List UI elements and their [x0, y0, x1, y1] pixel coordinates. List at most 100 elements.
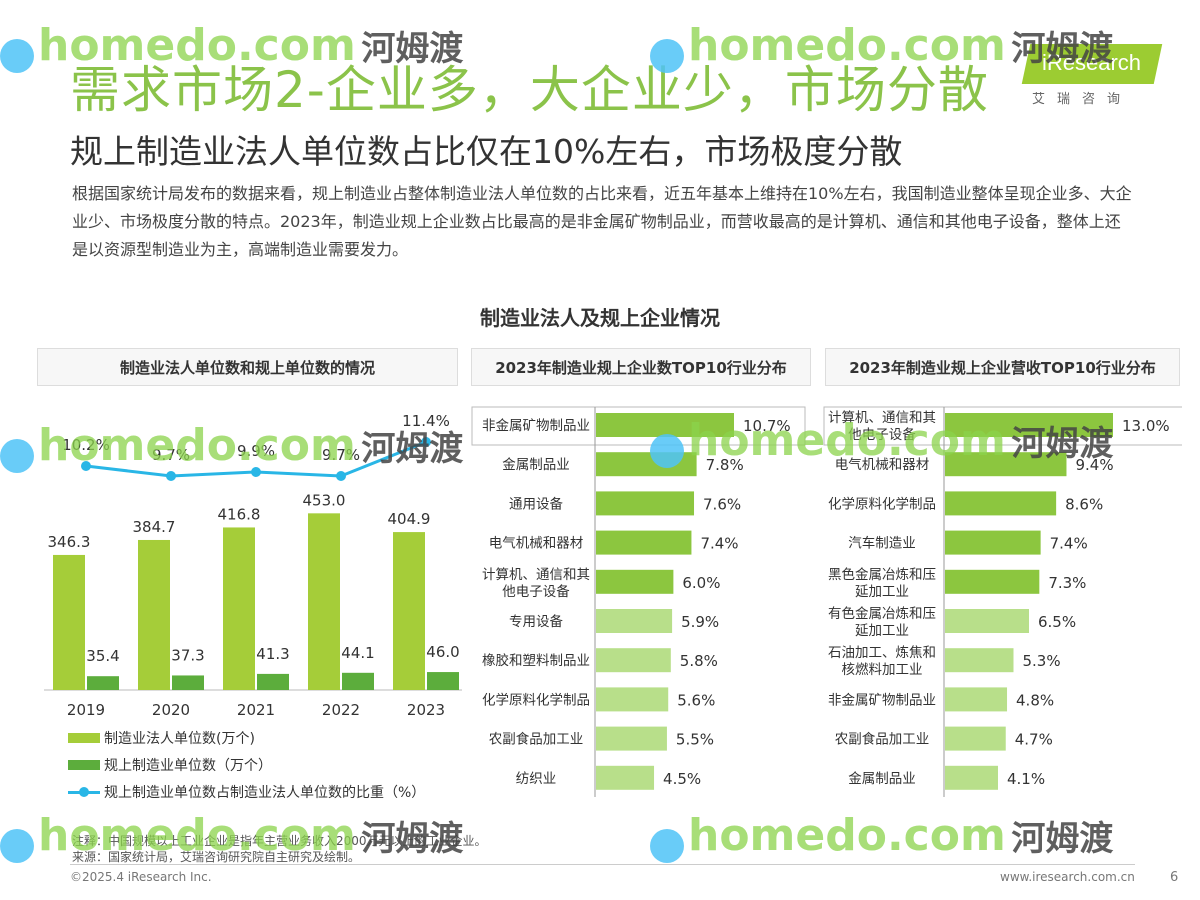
footer-divider: [70, 864, 1135, 865]
hbar: [945, 726, 1006, 751]
hbar-category-label: 延加工业: [855, 584, 909, 600]
legend-label: 制造业法人单位数(万个): [104, 731, 255, 747]
ratio-label: 9.9%: [237, 442, 275, 460]
ratio-label: 9.7%: [322, 446, 360, 464]
hbar: [596, 726, 667, 751]
logo-cn-text: 艾瑞咨询: [1032, 92, 1133, 107]
bar-above-scale-units: [427, 672, 459, 690]
ratio-label: 9.7%: [152, 446, 190, 464]
hbar: [596, 530, 692, 555]
hbar: [596, 452, 697, 477]
hbar-chart-count: 10.7% 非金属矿物制品业 7.8% 金属制品业 7.6% 通用设备 7.4% 电气机械和器…: [471, 406, 806, 797]
hbar-category-label: 有色金属冶炼和压: [828, 605, 936, 622]
bar-label-legal-units: 404.9: [388, 510, 431, 528]
legend-item-legal-units: 制造业法人单位数(万个): [68, 728, 255, 748]
flower-icon: [650, 828, 684, 863]
hbar-value-label: 10.7%: [743, 417, 791, 435]
highlight-box: [471, 406, 806, 446]
legend-swatch-dark: [68, 760, 100, 770]
hbar: [945, 609, 1029, 633]
ratio-point: [336, 471, 346, 481]
logo-brand-text: iResearch: [1042, 50, 1142, 75]
hbar: [945, 413, 1113, 437]
ratio-point: [421, 437, 431, 447]
bar-label-above-scale-units: 35.4: [86, 647, 119, 665]
legend-item-ratio: 规上制造业单位数占制造业法人单位数的比重（%）: [68, 782, 425, 802]
bar-legal-units: [223, 527, 255, 690]
page-subtitle: 规上制造业法人单位数占比仅在10%左右，市场极度分散: [70, 132, 903, 171]
legend-swatch-light: [68, 733, 100, 743]
hbar-value-label: 4.1%: [1007, 770, 1045, 788]
section-title: 制造业法人及规上企业情况: [480, 306, 720, 330]
flower-icon: [0, 828, 34, 863]
legend-label: 规上制造业单位数占制造业法人单位数的比重（%）: [104, 785, 426, 801]
ratio-label: 11.4%: [402, 412, 450, 430]
bar-above-scale-units: [342, 672, 374, 690]
hbar: [596, 687, 669, 712]
hbar-category-label: 农副食品加工业: [835, 731, 930, 748]
bar-above-scale-units: [87, 676, 119, 690]
hbar-category-label: 电气机械和器材: [835, 457, 930, 473]
bar-above-scale-units: [172, 675, 204, 690]
hbar-category-label: 非金属矿物制品业: [482, 418, 590, 434]
flower-icon: [0, 38, 34, 73]
middle-panel-title: 2023年制造业规上企业数TOP10行业分布: [471, 348, 811, 386]
note-text: 注释：中国规模以上工业企业是指年主营业务收入2000万元以上的工业企业。: [72, 834, 487, 848]
hbar-category-label: 延加工业: [855, 623, 909, 639]
hbar: [596, 648, 671, 673]
hbar-value-label: 6.0%: [682, 574, 720, 592]
hbar-value-label: 7.6%: [703, 495, 741, 513]
x-tick-label: 2023: [407, 701, 445, 719]
hbar-value-label: 5.8%: [680, 652, 718, 670]
hbar-category-label: 化学原料化学制品: [482, 692, 590, 708]
right-panel-title: 2023年制造业规上企业营收TOP10行业分布: [825, 348, 1180, 386]
bar-above-scale-units: [257, 673, 289, 690]
hbar: [945, 687, 1008, 712]
hbar-chart-revenue: 13.0% 计算机、通信和其他电子设备 9.4% 电气机械和器材 8.6% 化学原料化学制…: [823, 406, 1182, 797]
hbar-category-label: 黑色金属冶炼和压: [828, 566, 936, 583]
hbar-category-label: 非金属矿物制品业: [828, 692, 936, 708]
hbar-category-label: 电气机械和器材: [489, 536, 584, 552]
hbar-category-label: 专用设备: [509, 613, 563, 630]
hbar: [596, 765, 655, 790]
hbar-value-label: 9.4%: [1075, 456, 1113, 474]
hbar: [596, 609, 673, 633]
footer-website: www.iresearch.com.cn: [1000, 870, 1135, 884]
bar-legal-units: [308, 513, 340, 690]
left-panel-title: 制造业法人单位数和规上单位数的情况: [37, 348, 458, 386]
hbar: [945, 530, 1041, 555]
hbar-category-label: 金属制品业: [848, 771, 916, 787]
hbar-category-label: 石油加工、炼焦和: [828, 645, 936, 661]
hbar-value-label: 5.9%: [681, 613, 719, 631]
bar-label-legal-units: 416.8: [218, 505, 261, 523]
iresearch-logo: iResearch 艾瑞咨询: [1021, 40, 1163, 108]
x-tick-label: 2021: [237, 701, 275, 719]
hbar-value-label: 4.7%: [1015, 731, 1053, 749]
combo-chart: 346.3 35.4 2019 384.7 37.3 2020 416.8 41.3 2021 4…: [44, 412, 462, 719]
hbar-category-label: 金属制品业: [502, 457, 570, 473]
watermark: homedo.com 河姆渡: [650, 810, 1113, 863]
hbar-value-label: 13.0%: [1122, 417, 1170, 435]
hbar-value-label: 7.8%: [706, 456, 744, 474]
ratio-point: [81, 461, 91, 471]
bar-label-above-scale-units: 41.3: [256, 645, 289, 663]
hbar: [945, 648, 1014, 673]
hbar-value-label: 5.3%: [1022, 652, 1060, 670]
ratio-label: 10.2%: [62, 436, 110, 454]
x-tick-label: 2020: [152, 701, 190, 719]
hbar-value-label: 7.3%: [1048, 574, 1086, 592]
description-paragraph: 根据国家统计局发布的数据来看，规上制造业占整体制造业法人单位数的占比来看，近五年…: [72, 184, 1132, 259]
legend-item-above-scale: 规上制造业单位数（万个）: [68, 755, 272, 775]
bar-legal-units: [393, 532, 425, 690]
source-text: 来源：国家统计局，艾瑞咨询研究院自主研究及绘制。: [72, 850, 361, 864]
hbar-value-label: 7.4%: [700, 535, 738, 553]
hbar-category-label: 他电子设备: [502, 583, 570, 600]
hbar-category-label: 纺织业: [516, 771, 557, 787]
page-title: 需求市场2-企业多，大企业少，市场分散: [70, 61, 989, 119]
hbar-category-label: 橡胶和塑料制品业: [482, 652, 590, 669]
bar-label-legal-units: 453.0: [303, 491, 346, 509]
hbar-value-label: 7.4%: [1050, 535, 1088, 553]
hbar-value-label: 4.8%: [1016, 691, 1054, 709]
hbar-value-label: 6.5%: [1038, 613, 1076, 631]
x-tick-label: 2022: [322, 701, 360, 719]
